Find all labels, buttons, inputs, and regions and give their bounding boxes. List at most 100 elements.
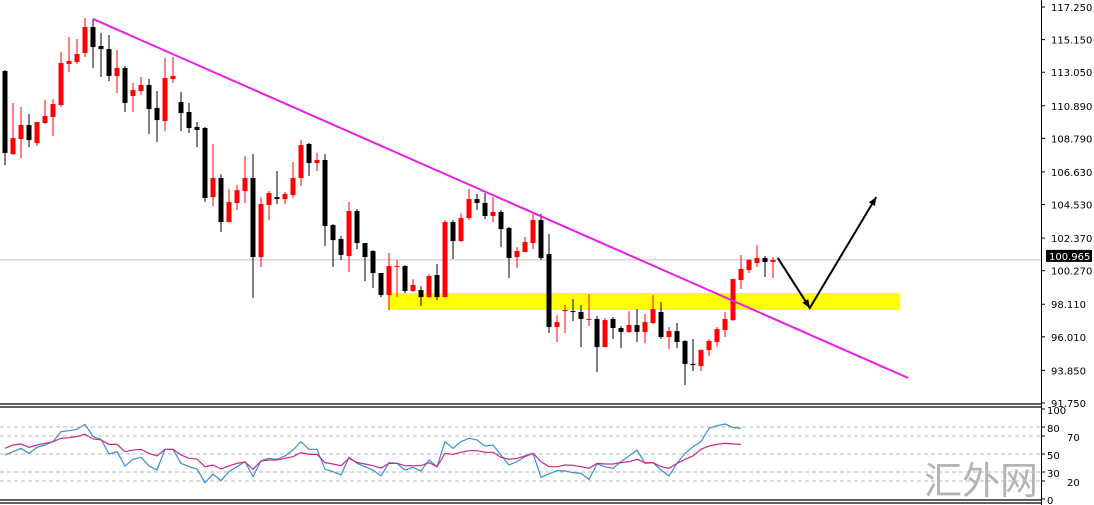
candle-body [682, 341, 688, 365]
candle-body [762, 257, 768, 262]
bullish-candle [586, 293, 592, 326]
candle-body [642, 322, 648, 333]
candle-body [58, 63, 64, 105]
support-zone [388, 293, 901, 310]
price-tick-label: 102.370 [1051, 234, 1092, 245]
bearish-candle [2, 70, 8, 166]
bullish-candle [258, 197, 264, 267]
oscillator-tick-label: 100 [1047, 406, 1066, 417]
candle-body [298, 145, 304, 178]
bullish-candle [290, 161, 296, 199]
price-tick-label: 117.250 [1051, 3, 1092, 14]
candle-body [610, 318, 616, 328]
candle-body [730, 279, 736, 321]
candle-body [626, 325, 632, 333]
candle-body [354, 211, 360, 244]
candle-body [274, 197, 280, 200]
bearish-candle [474, 193, 480, 210]
candle-body [578, 311, 584, 319]
candle-body [698, 350, 704, 367]
bullish-candle [162, 57, 168, 132]
candle-body [586, 318, 592, 320]
bearish-candle [146, 79, 152, 135]
candle-body [746, 259, 752, 271]
candle-body [386, 266, 392, 296]
price-tick-label: 115.150 [1051, 36, 1092, 47]
candle-body [722, 318, 728, 331]
bullish-candle [58, 52, 64, 108]
bearish-candle [538, 214, 544, 260]
bullish-candle [746, 259, 752, 274]
candle-body [162, 77, 168, 121]
candle-body [658, 311, 664, 337]
candle-body [250, 177, 256, 258]
bearish-candle [106, 34, 112, 82]
projection-arrow-path [776, 196, 878, 310]
bearish-candle [378, 273, 384, 298]
oscillator-tick-label: 0 [1047, 496, 1053, 505]
candle-body [338, 239, 344, 256]
candle-body [674, 331, 680, 342]
price-tick-label: 98.110 [1051, 300, 1086, 311]
candle-body [546, 254, 552, 328]
candle-body [506, 227, 512, 258]
candle-body [498, 211, 504, 230]
bullish-candle [298, 140, 304, 187]
bearish-candle [634, 309, 640, 342]
oscillator-panel[interactable] [0, 423, 1041, 484]
candle-body [18, 125, 24, 139]
bearish-candle [250, 154, 256, 299]
bullish-candle [410, 279, 416, 292]
bullish-candle [530, 214, 536, 250]
bearish-candle [434, 264, 440, 301]
price-panel[interactable] [0, 18, 1041, 385]
bearish-candle [122, 66, 128, 112]
last-price-label: 100.965 [1049, 252, 1090, 263]
candle-body [738, 268, 744, 281]
bullish-candle [442, 220, 448, 298]
bullish-candle [226, 189, 232, 223]
bearish-candle [506, 227, 512, 278]
bearish-candle [218, 174, 224, 233]
bullish-candle [242, 156, 248, 203]
candle-body [66, 61, 72, 64]
bullish-candle [554, 315, 560, 342]
candle-body [554, 322, 560, 328]
bearish-candle [274, 170, 280, 205]
candle-body [266, 193, 272, 205]
bearish-candle [418, 286, 424, 306]
price-tick-label: 96.010 [1051, 333, 1086, 344]
candle-body [114, 68, 120, 76]
bearish-candle [450, 220, 456, 260]
candle-body [706, 341, 712, 351]
candle-body [522, 241, 528, 253]
candle-body [602, 320, 608, 348]
bearish-candle [682, 340, 688, 385]
candle-body [130, 90, 136, 96]
candle-body [82, 27, 88, 53]
candle-body [210, 177, 216, 198]
candle-body [650, 309, 656, 324]
bearish-candle [674, 323, 680, 349]
bearish-candle [98, 32, 104, 78]
candle-body [450, 222, 456, 242]
candle-body [10, 138, 16, 155]
candle-body [290, 177, 296, 196]
arrow-head-down-icon [802, 299, 810, 308]
candle-body [26, 125, 32, 141]
candle-body [186, 111, 192, 128]
price-tick-label: 108.790 [1051, 134, 1092, 145]
bullish-candle [74, 38, 80, 64]
candle-body [402, 266, 408, 292]
candle-body [666, 331, 672, 337]
bearish-candle [402, 265, 408, 294]
bearish-candle [306, 143, 312, 176]
candle-body [282, 193, 288, 200]
bullish-candle [626, 311, 632, 333]
candle-body [618, 327, 624, 333]
arrow-head-up-icon [868, 197, 877, 206]
bullish-candle [602, 318, 608, 348]
candle-body [74, 54, 80, 62]
